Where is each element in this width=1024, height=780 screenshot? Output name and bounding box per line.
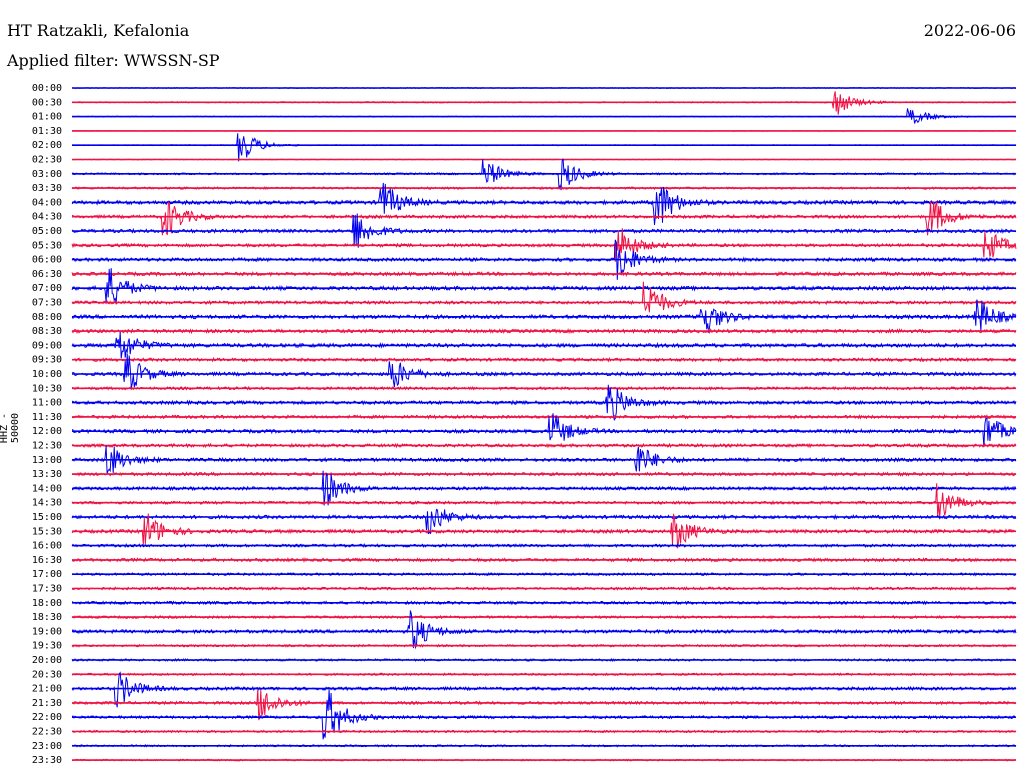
time-label: 06:00 bbox=[32, 255, 62, 266]
time-label: 14:30 bbox=[32, 498, 62, 509]
time-label: 19:30 bbox=[32, 641, 62, 652]
time-label: 20:00 bbox=[32, 655, 62, 666]
time-label: 08:00 bbox=[32, 312, 62, 323]
time-label: 11:30 bbox=[32, 412, 62, 423]
time-label: 03:30 bbox=[32, 183, 62, 194]
time-label: 22:30 bbox=[32, 727, 62, 738]
time-label: 14:00 bbox=[32, 483, 62, 494]
time-label: 23:30 bbox=[32, 755, 62, 766]
time-label: 00:30 bbox=[32, 97, 62, 108]
time-label: 02:00 bbox=[32, 140, 62, 151]
time-label: 21:30 bbox=[32, 698, 62, 709]
time-labels: 00:00 00:30 01:00 01:30 02:00 02:30 03:00 03:30… bbox=[32, 83, 62, 766]
time-label: 15:00 bbox=[32, 512, 62, 523]
time-label: 09:30 bbox=[32, 355, 62, 366]
time-label: 18:00 bbox=[32, 598, 62, 609]
time-label: 06:30 bbox=[32, 269, 62, 280]
time-label: 10:30 bbox=[32, 383, 62, 394]
filter-label: Applied filter: WWSSN-SP bbox=[7, 51, 220, 70]
time-label: 12:00 bbox=[32, 426, 62, 437]
station-title: HT Ratzakli, Kefalonia bbox=[7, 21, 190, 40]
time-label: 13:00 bbox=[32, 455, 62, 466]
time-label: 07:30 bbox=[32, 298, 62, 309]
time-label: 17:00 bbox=[32, 569, 62, 580]
time-label: 05:30 bbox=[32, 240, 62, 251]
trace-0200 bbox=[71, 133, 1017, 162]
time-label: 05:00 bbox=[32, 226, 62, 237]
time-label: 15:30 bbox=[32, 526, 62, 537]
time-label: 07:00 bbox=[32, 283, 62, 294]
time-label: 21:00 bbox=[32, 684, 62, 695]
time-label: 01:30 bbox=[32, 126, 62, 137]
time-label: 11:00 bbox=[32, 398, 62, 409]
time-label: 04:00 bbox=[32, 197, 62, 208]
time-label: 22:00 bbox=[32, 712, 62, 723]
time-label: 08:30 bbox=[32, 326, 62, 337]
time-label: 02:30 bbox=[32, 155, 62, 166]
traces bbox=[71, 86, 1017, 762]
trace-1430 bbox=[71, 483, 1017, 518]
time-label: 20:30 bbox=[32, 669, 62, 680]
time-label: 12:30 bbox=[32, 441, 62, 452]
trace-2130 bbox=[71, 689, 1017, 721]
time-label: 01:00 bbox=[32, 112, 62, 123]
time-label: 03:00 bbox=[32, 169, 62, 180]
time-label: 16:00 bbox=[32, 541, 62, 552]
time-label: 16:30 bbox=[32, 555, 62, 566]
time-label: 04:30 bbox=[32, 212, 62, 223]
time-label: 00:00 bbox=[32, 83, 62, 94]
time-label: 23:00 bbox=[32, 741, 62, 752]
time-label: 09:00 bbox=[32, 340, 62, 351]
date-label: 2022-06-06 bbox=[923, 21, 1016, 40]
time-label: 17:30 bbox=[32, 584, 62, 595]
time-label: 19:00 bbox=[32, 626, 62, 637]
time-label: 18:30 bbox=[32, 612, 62, 623]
time-label: 10:00 bbox=[32, 369, 62, 380]
time-label: 13:30 bbox=[32, 469, 62, 480]
